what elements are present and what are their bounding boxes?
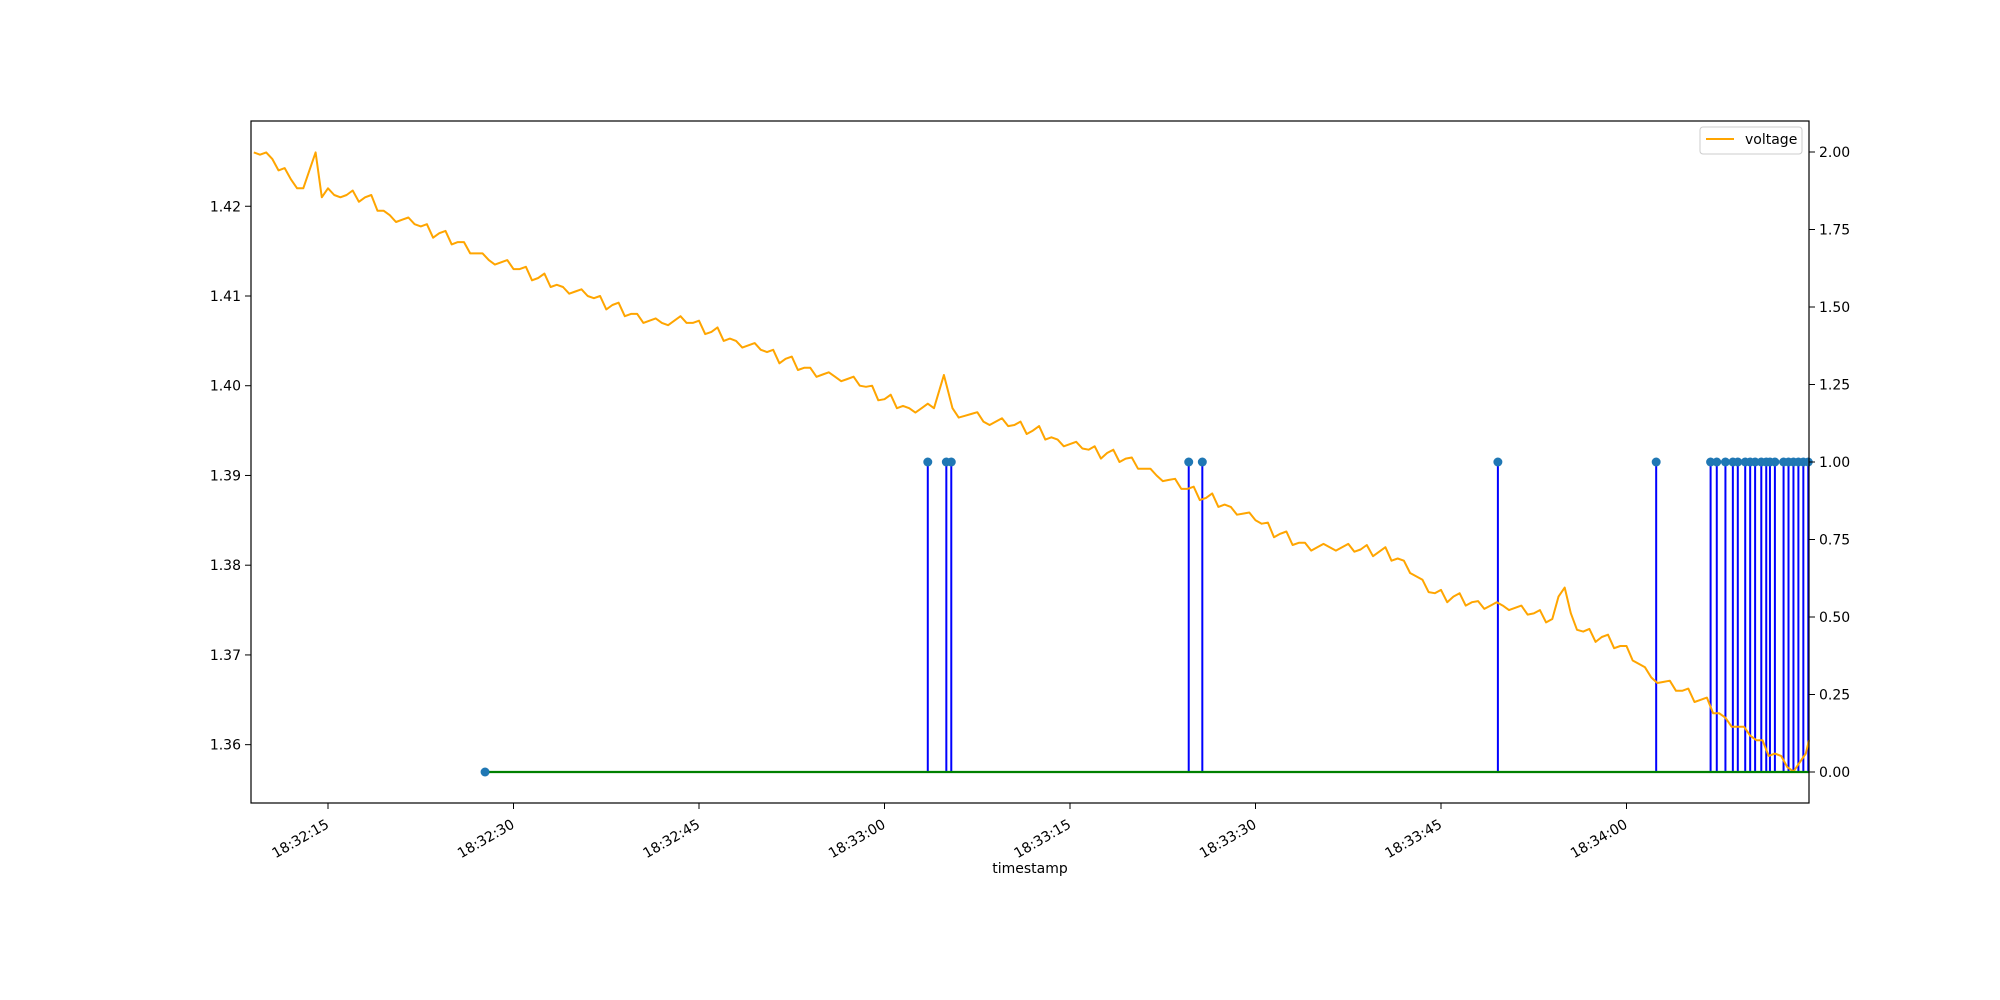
event-marker [923,457,933,467]
y-axis-right: 0.00 0.25 0.50 0.75 1.00 1.25 1.50 1.75 2.00 [1809,145,1850,781]
legend-box [1699,126,1803,155]
y-left-tick-label: 1.36 [210,738,241,754]
event-marker [1720,457,1730,467]
event-marker [1651,457,1661,467]
baseline-series [480,767,1809,777]
event-marker [1493,457,1503,467]
event-marker [1197,457,1207,467]
event-marker [1803,457,1813,467]
y-right-tick-label: 0.00 [1819,765,1850,781]
y-right-tick-label: 1.00 [1819,455,1850,471]
voltage-series [253,151,1810,773]
baseline-start-marker [480,767,490,777]
event-marker [1712,457,1722,467]
y-left-tick-label: 1.37 [210,648,241,664]
event-marker [1770,457,1780,467]
legend: voltage [1699,126,1803,155]
y-left-tick-label: 1.42 [210,199,241,215]
y-axis-left: 1.36 1.37 1.38 1.39 1.40 1.41 1.42 [210,199,251,754]
event-marker [1184,457,1194,467]
event-marker [1706,457,1716,467]
voltage-line [253,151,1810,773]
event-marker [1733,457,1743,467]
y-right-tick-label: 1.75 [1819,223,1850,239]
y-left-tick-label: 1.40 [210,379,241,395]
y-right-tick-label: 0.75 [1819,533,1850,549]
legend-label-voltage: voltage [1745,132,1797,148]
y-right-tick-label: 1.25 [1819,378,1850,394]
y-right-tick-label: 2.00 [1819,145,1850,161]
event-marker [1750,457,1760,467]
event-marker [946,457,956,467]
y-right-tick-label: 0.25 [1819,688,1850,704]
x-axis-label: timestamp [992,861,1068,877]
y-right-tick-label: 1.50 [1819,300,1850,316]
y-left-tick-label: 1.38 [210,558,241,574]
y-left-tick-label: 1.41 [210,289,241,305]
y-right-tick-label: 0.50 [1819,610,1850,626]
event-stems [923,457,1813,772]
y-left-tick-label: 1.39 [210,468,241,484]
